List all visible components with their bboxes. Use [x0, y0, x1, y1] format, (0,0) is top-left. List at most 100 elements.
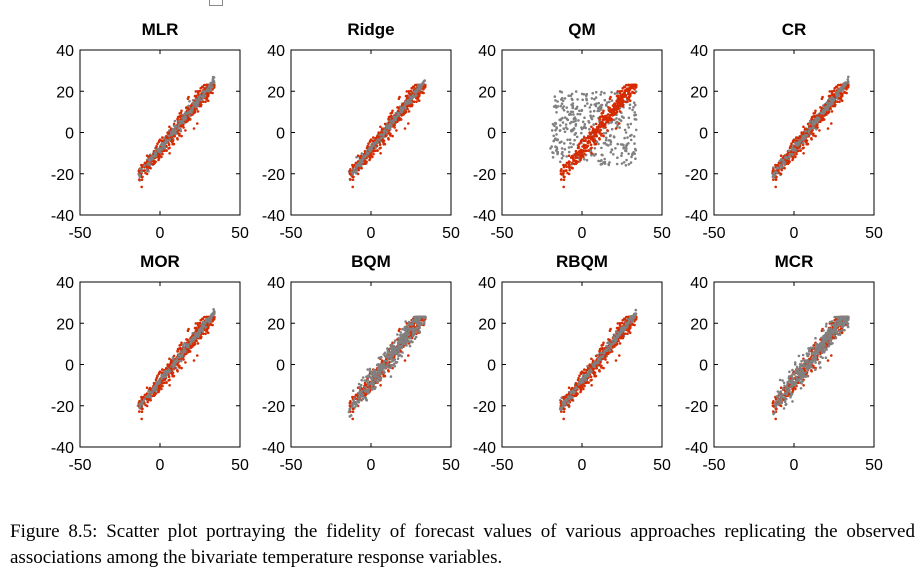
data-point: [561, 107, 564, 110]
data-point: [589, 147, 592, 150]
data-point: [146, 400, 149, 404]
data-point: [794, 155, 797, 159]
data-point: [820, 106, 823, 110]
data-point: [574, 117, 577, 121]
data-point: [566, 127, 569, 131]
data-point: [822, 108, 826, 112]
data-point: [209, 322, 212, 326]
data-point: [632, 135, 636, 138]
data-point: [387, 118, 390, 121]
data-point: [560, 102, 564, 105]
data-point: [810, 118, 813, 121]
data-point: [572, 120, 575, 123]
model-points-overlay: [137, 75, 216, 178]
data-point: [167, 375, 171, 379]
y-tick-label: 40: [690, 43, 708, 60]
data-point: [795, 152, 798, 156]
data-point: [818, 117, 821, 120]
data-point: [571, 102, 575, 105]
data-point: [559, 124, 562, 127]
data-point: [558, 141, 562, 144]
data-point: [140, 410, 144, 414]
data-point: [560, 147, 564, 150]
data-point: [176, 118, 179, 121]
data-point: [554, 149, 558, 152]
data-point: [788, 155, 791, 159]
data-point: [187, 350, 190, 354]
data-point: [562, 127, 565, 130]
data-point: [195, 94, 198, 98]
data-point: [558, 129, 562, 132]
data-point: [555, 146, 559, 149]
data-point: [613, 118, 616, 122]
data-point: [193, 101, 196, 104]
data-point: [173, 119, 177, 123]
data-point: [165, 373, 169, 377]
data-point: [140, 185, 143, 189]
data-point: [567, 94, 570, 97]
data-point: [774, 163, 777, 167]
data-point: [802, 136, 806, 139]
data-point: [594, 90, 598, 94]
data-point: [419, 84, 423, 88]
data-point: [349, 400, 352, 403]
data-point: [598, 105, 602, 108]
data-point: [613, 92, 617, 95]
data-point: [159, 151, 162, 154]
data-point: [553, 124, 556, 128]
data-point: [138, 405, 142, 409]
data-point: [165, 149, 168, 152]
data-point: [191, 344, 194, 347]
data-point: [140, 167, 143, 171]
data-point: [843, 90, 846, 94]
data-point: [586, 102, 589, 105]
data-point: [632, 101, 636, 104]
data-point: [355, 163, 358, 167]
data-point: [180, 134, 183, 138]
data-point: [620, 95, 623, 98]
panel-title: QM: [568, 20, 595, 39]
data-point: [568, 138, 572, 141]
data-point: [620, 154, 623, 158]
data-point: [162, 139, 165, 142]
data-point: [405, 322, 409, 325]
data-point: [608, 116, 612, 119]
data-point: [600, 153, 603, 157]
data-point: [554, 99, 557, 102]
data-point: [147, 169, 150, 173]
data-point: [180, 109, 183, 113]
data-point: [555, 127, 558, 130]
data-point: [579, 140, 583, 143]
data-point: [154, 160, 157, 164]
data-point: [397, 97, 401, 100]
data-point: [620, 115, 624, 118]
data-point: [633, 117, 637, 121]
data-point: [791, 140, 795, 143]
data-point: [178, 344, 181, 347]
y-tick-label: 0: [276, 358, 285, 375]
data-point: [792, 138, 796, 141]
data-point: [624, 164, 628, 167]
x-tick-label: -50: [279, 225, 302, 242]
data-point: [620, 152, 624, 155]
data-point: [625, 83, 628, 87]
data-point: [148, 159, 152, 162]
data-point: [382, 136, 385, 139]
data-point: [602, 134, 605, 138]
data-point: [574, 156, 578, 159]
data-point: [633, 142, 636, 145]
y-tick-label: 0: [487, 126, 496, 143]
data-point: [182, 358, 185, 361]
data-point: [161, 136, 164, 139]
data-point: [598, 118, 601, 121]
data-point: [140, 407, 144, 411]
data-point: [569, 94, 573, 97]
data-point: [561, 150, 564, 154]
data-point: [785, 156, 788, 160]
data-point: [570, 92, 574, 96]
data-point: [603, 98, 607, 102]
data-point: [623, 100, 627, 103]
data-point: [842, 82, 845, 85]
data-point: [370, 145, 374, 148]
data-point: [814, 134, 817, 138]
